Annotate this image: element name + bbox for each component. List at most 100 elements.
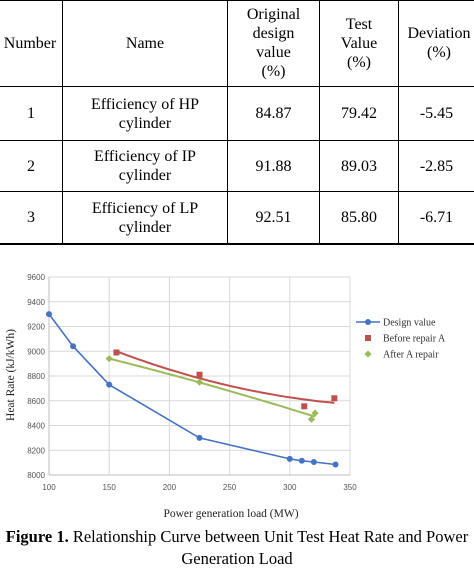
- table-header-rule: [0, 86, 474, 87]
- x-tick-label: 350: [343, 483, 357, 492]
- data-point: [332, 461, 339, 468]
- data-point: [196, 434, 203, 441]
- data-point: [46, 311, 52, 318]
- chart-legend: Design value Before repair A After A repai…: [356, 318, 446, 361]
- legend-label: Design value: [383, 318, 436, 329]
- header-line: Value: [340, 34, 378, 52]
- table-col-divider: [319, 0, 320, 244]
- data-point: [195, 378, 204, 386]
- figure-caption: Figure 1. Relationship Curve between Uni…: [0, 526, 474, 570]
- data-point: [105, 355, 113, 363]
- name-line: Efficiency of IP: [94, 148, 196, 165]
- legend-marker: [364, 350, 372, 358]
- header-line: value: [256, 44, 291, 61]
- row3-deviation: -6.71: [419, 209, 454, 226]
- header-line: (%): [427, 44, 451, 61]
- data-point: [331, 395, 338, 402]
- row1-test: 79.42: [341, 105, 377, 122]
- row2-test: 89.03: [341, 157, 377, 175]
- header-name: Name: [63, 0, 227, 86]
- header-line: (%): [261, 63, 286, 80]
- y-tick-label: 9400: [27, 298, 45, 307]
- series-design-value: [46, 311, 339, 468]
- row1-number: 1: [27, 105, 35, 122]
- legend-item: Design value: [356, 318, 436, 329]
- name-line: cylinder: [118, 218, 172, 236]
- header-line: Test: [345, 15, 373, 33]
- y-tick-label: 9200: [27, 323, 45, 332]
- row3-test: 85.80: [341, 209, 377, 226]
- header-line: Deviation: [407, 25, 471, 42]
- y-tick-label: 8800: [27, 372, 45, 381]
- y-tick-label: 9600: [27, 273, 45, 282]
- header-name-text: Name: [125, 34, 165, 52]
- chart-axes: [48, 277, 350, 476]
- series-line: [48, 313, 336, 466]
- x-tick-label: 300: [283, 483, 297, 492]
- y-tick-label: 8000: [27, 471, 45, 480]
- caption-label: Figure 1.: [5, 527, 69, 546]
- chart-series: [46, 311, 339, 468]
- row3-name: Efficiency of LP cylinder: [63, 192, 227, 243]
- row1-original: 84.87: [255, 105, 292, 122]
- header-original-design-value: Original design value (%): [228, 0, 319, 86]
- x-tick-label: 150: [103, 483, 117, 492]
- table-top-rule: [0, 0, 474, 1]
- data-point: [298, 457, 305, 464]
- data-point: [70, 343, 77, 350]
- table-col-divider: [62, 0, 63, 244]
- heat-rate-chart: 8000 8200 8400 8600 8800 9000 9200 9400 9600 100 1…: [5, 273, 446, 520]
- header-test-value: Test Value (%): [320, 0, 398, 86]
- name-line: Efficiency of LP: [91, 199, 199, 217]
- data-point: [301, 403, 308, 410]
- header-number-text: Number: [3, 34, 57, 52]
- table-bottom-rule: [0, 243, 474, 245]
- name-line: Efficiency of HP: [90, 95, 200, 113]
- legend-label: Before repair A: [383, 334, 446, 345]
- legend-label: After A repair: [383, 350, 439, 361]
- header-line: (%): [347, 53, 371, 71]
- header-line: Original: [246, 6, 301, 23]
- x-axis-label: Power generation load (MW): [163, 508, 298, 520]
- y-tick-label: 8400: [27, 422, 45, 431]
- name-line: cylinder: [118, 167, 172, 184]
- x-tick-label: 250: [223, 483, 237, 492]
- data-point: [307, 415, 316, 423]
- legend-item: After A repair: [364, 350, 439, 361]
- legend-marker: [365, 319, 371, 325]
- y-tick-label: 8600: [27, 397, 45, 406]
- row1-name: Efficiency of HP cylinder: [63, 87, 227, 140]
- y-tick-label: 8200: [27, 446, 45, 455]
- caption-text: Relationship Curve between Unit Test Hea…: [68, 527, 469, 568]
- y-axis-label: Heat Rate (kJ/kWh): [5, 329, 17, 421]
- row2-number: 2: [27, 157, 35, 175]
- data-point: [310, 459, 317, 466]
- y-tick-label: 9000: [27, 347, 45, 356]
- x-tick-label: 200: [163, 483, 177, 492]
- x-tick-label: 100: [42, 483, 56, 492]
- row2-original: 91.88: [255, 157, 292, 175]
- data-point: [113, 349, 120, 356]
- row2-deviation: -2.85: [419, 157, 454, 175]
- trendline: [108, 357, 316, 418]
- trendline: [116, 350, 335, 404]
- name-line: cylinder: [118, 114, 172, 132]
- row3-number: 3: [27, 209, 35, 226]
- table-row-rule: [0, 140, 474, 141]
- row2-name: Efficiency of IP cylinder: [63, 141, 227, 191]
- header-deviation: Deviation (%): [399, 0, 474, 86]
- header-number: Number: [0, 0, 64, 86]
- legend-marker: [365, 335, 371, 341]
- chart-tick-labels: 8000 8200 8400 8600 8800 9000 9200 9400 9600 100 1…: [27, 273, 357, 492]
- results-table: Number Name Original design value (%) Te…: [0, 0, 474, 245]
- data-point: [196, 371, 203, 378]
- row3-original: 92.51: [255, 209, 292, 226]
- row1-deviation: -5.45: [419, 105, 454, 122]
- legend-item: Before repair A: [365, 334, 446, 345]
- table-row-rule: [0, 191, 474, 192]
- header-line: design: [252, 25, 295, 42]
- table-col-divider: [398, 0, 399, 244]
- series-before-repair-a: [113, 349, 338, 410]
- series-after-a-repair: [105, 355, 319, 423]
- data-point: [311, 409, 319, 417]
